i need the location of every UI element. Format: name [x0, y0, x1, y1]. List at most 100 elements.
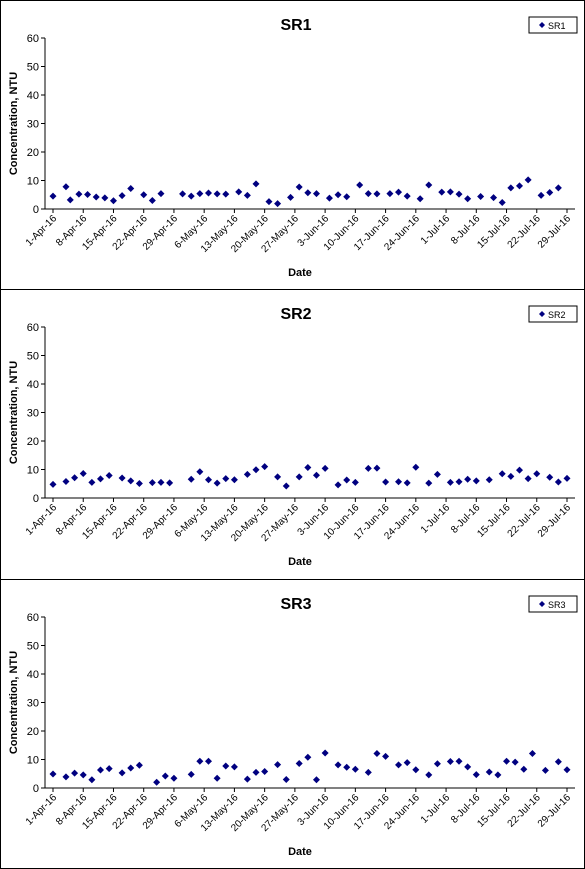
data-point-sr2 — [261, 463, 269, 471]
data-point-sr3 — [382, 752, 390, 760]
data-point-sr1 — [477, 192, 485, 200]
x-axis-title: Date — [288, 846, 312, 858]
data-point-sr2 — [230, 476, 238, 484]
data-point-sr3 — [403, 759, 411, 767]
data-point-sr3 — [304, 753, 312, 761]
data-point-sr1 — [498, 198, 506, 206]
y-tick-label: 30 — [27, 698, 39, 710]
data-point-sr2 — [97, 475, 105, 483]
data-point-sr3 — [222, 762, 230, 770]
data-point-sr2 — [395, 478, 403, 486]
data-point-sr3 — [554, 758, 562, 766]
data-point-sr1 — [325, 194, 333, 202]
data-point-sr3 — [49, 770, 57, 778]
y-tick-label: 30 — [27, 119, 39, 131]
x-tick-label: 1-Jul-16 — [419, 502, 453, 536]
data-point-sr1 — [524, 176, 532, 184]
x-tick-label: 29-Jul-16 — [536, 502, 574, 540]
data-point-sr1 — [546, 188, 554, 196]
y-tick-label: 40 — [27, 669, 39, 681]
y-tick-label: 20 — [27, 147, 39, 159]
data-point-sr1 — [537, 191, 545, 199]
data-point-sr2 — [196, 468, 204, 476]
data-point-sr2 — [546, 473, 554, 481]
data-point-sr1 — [118, 192, 126, 200]
data-point-sr1 — [364, 190, 372, 198]
data-point-sr2 — [412, 463, 420, 471]
data-point-sr1 — [140, 191, 148, 199]
y-tick-label: 60 — [27, 322, 39, 334]
legend-box — [528, 16, 578, 34]
data-point-sr1 — [84, 190, 92, 198]
y-tick-label: 20 — [27, 436, 39, 448]
data-point-sr2 — [403, 479, 411, 487]
data-point-sr2 — [222, 475, 230, 483]
data-point-sr3 — [230, 763, 238, 771]
data-point-sr3 — [153, 778, 161, 786]
data-point-sr1 — [386, 190, 394, 198]
legend-label: SR1 — [548, 21, 566, 31]
x-axis-title: Date — [288, 267, 312, 279]
data-point-sr3 — [472, 771, 480, 779]
data-point-sr2 — [464, 475, 472, 483]
legend-label: SR3 — [548, 600, 566, 610]
data-point-sr2 — [157, 478, 165, 486]
data-point-sr1 — [287, 193, 295, 201]
data-point-sr3 — [196, 757, 204, 765]
data-point-sr1 — [455, 190, 463, 198]
data-point-sr2 — [304, 464, 312, 472]
data-point-sr3 — [343, 763, 351, 771]
chart-panel-sr3: SR3 0 10 20 30 40 50 60 1-Apr-16 8-Apr-16 15-Apr-1… — [0, 580, 585, 869]
x-tick-label: 1-Jul-16 — [419, 792, 453, 826]
chart-title: SR2 — [280, 306, 311, 323]
data-point-sr1 — [343, 193, 351, 201]
data-point-sr1 — [334, 191, 342, 199]
data-point-sr3 — [494, 771, 502, 779]
data-point-sr1 — [187, 192, 195, 200]
y-tick-label: 60 — [27, 33, 39, 45]
data-point-sr3 — [395, 761, 403, 769]
data-point-sr2 — [204, 476, 212, 484]
data-point-sr3 — [334, 761, 342, 769]
y-axis-title: Concentration, NTU — [8, 72, 20, 175]
data-point-sr2 — [243, 470, 251, 478]
data-point-sr1 — [157, 190, 165, 198]
data-point-sr1 — [222, 190, 230, 198]
data-point-sr2 — [88, 478, 96, 486]
chart-panel-sr1: SR1 0 10 20 30 40 50 60 1-Apr-16 8-Apr-16 15-Apr-1… — [0, 0, 585, 290]
data-point-sr1 — [109, 197, 117, 205]
data-point-sr2 — [382, 478, 390, 486]
data-point-sr2 — [105, 471, 113, 479]
y-tick-label: 50 — [27, 351, 39, 363]
y-tick-label: 10 — [27, 176, 39, 188]
legend-box — [528, 595, 578, 613]
data-point-sr2 — [507, 472, 515, 480]
chart-panel-sr2: SR2 0 10 20 30 40 50 60 1-Apr-16 8-Apr-16 15-Apr-1… — [0, 290, 585, 580]
data-point-sr3 — [161, 772, 169, 780]
data-point-sr2 — [321, 464, 329, 472]
data-point-sr2 — [563, 474, 571, 482]
data-point-sr2 — [485, 476, 493, 484]
chart-sr2: SR201020304050601-Apr-168-Apr-1615-Apr-1… — [8, 305, 578, 568]
data-point-sr1 — [274, 200, 282, 208]
y-tick-label: 0 — [33, 493, 39, 505]
y-axis-title: Concentration, NTU — [8, 651, 20, 754]
data-point-sr3 — [511, 758, 519, 766]
y-tick-label: 40 — [27, 90, 39, 102]
data-point-sr3 — [71, 769, 79, 777]
legend-label: SR2 — [548, 310, 566, 320]
data-point-sr3 — [261, 767, 269, 775]
data-point-sr2 — [515, 466, 523, 474]
data-point-sr1 — [92, 193, 100, 201]
data-point-sr3 — [425, 771, 433, 779]
data-point-sr3 — [79, 771, 87, 779]
data-point-sr1 — [295, 183, 303, 191]
data-point-sr3 — [528, 750, 536, 758]
data-point-sr2 — [274, 473, 282, 481]
data-point-sr2 — [524, 475, 532, 483]
data-point-sr3 — [321, 749, 329, 757]
data-point-sr3 — [351, 765, 359, 773]
data-point-sr2 — [135, 479, 143, 487]
data-point-sr1 — [204, 189, 212, 197]
